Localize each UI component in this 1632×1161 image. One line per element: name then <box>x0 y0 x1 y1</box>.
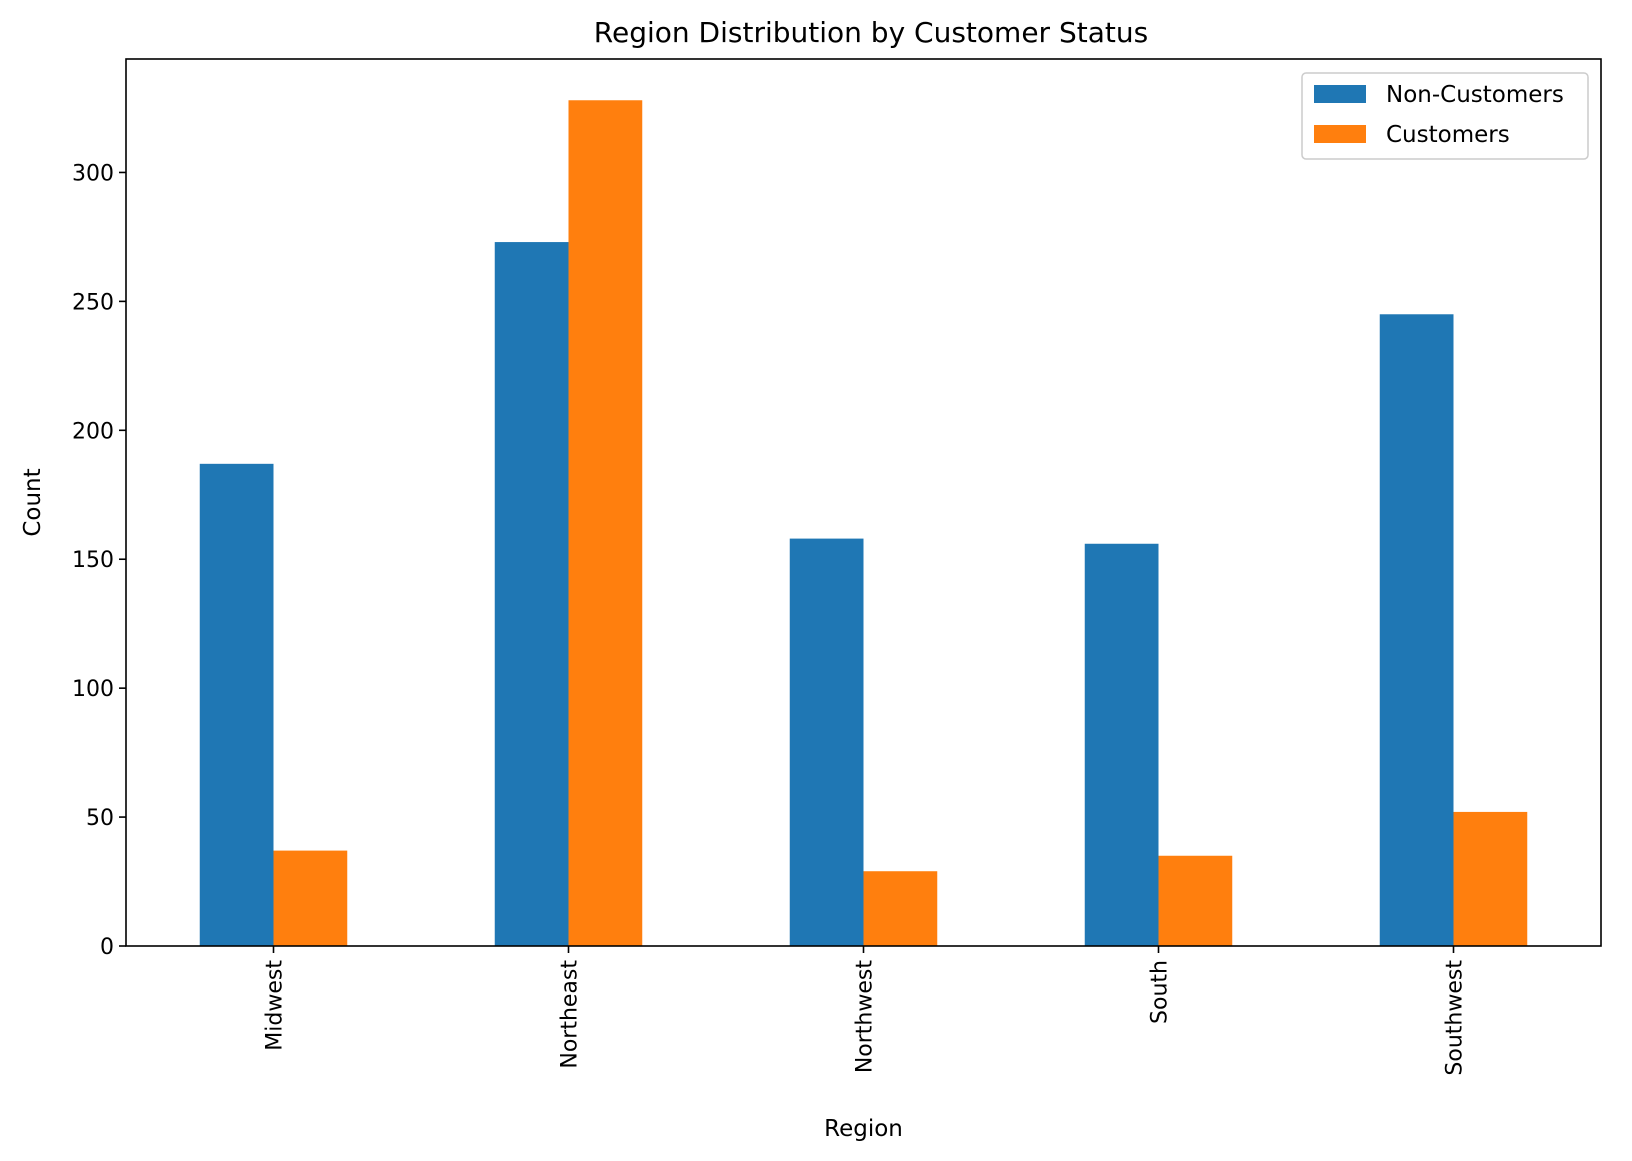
bar-midwest-customers <box>273 850 348 946</box>
x-tick-label: South <box>1148 960 1173 1024</box>
legend-label: Non-Customers <box>1386 82 1564 108</box>
legend-swatch <box>1314 85 1366 103</box>
x-tick-label: Southwest <box>1443 960 1468 1076</box>
bar-south-non-customers <box>1084 543 1159 946</box>
x-tick-label: Midwest <box>263 960 288 1051</box>
y-tick-label: 50 <box>86 806 114 831</box>
y-tick-label: 250 <box>72 290 114 315</box>
x-axis-ticks: Midwest Northeast Northwest South Southwest <box>263 946 1468 1076</box>
bar-northwest-customers <box>863 871 938 946</box>
bar-southwest-non-customers <box>1379 314 1454 946</box>
legend: Non-Customers Customers <box>1301 72 1589 160</box>
bar-northeast-customers <box>568 100 643 947</box>
y-tick-label: 200 <box>72 419 114 444</box>
x-axis-label: Region <box>824 1116 903 1142</box>
bars <box>199 100 1528 947</box>
bar-northeast-non-customers <box>494 242 569 946</box>
x-tick-label: Northeast <box>558 960 583 1069</box>
y-tick-label: 150 <box>72 548 114 573</box>
y-tick-label: 100 <box>72 677 114 702</box>
legend-label: Customers <box>1386 122 1510 148</box>
legend-swatch <box>1314 125 1366 143</box>
x-tick-label: Northwest <box>853 960 878 1074</box>
bar-south-customers <box>1158 855 1233 946</box>
y-axis-ticks: 0 50 100 150 200 250 300 <box>72 161 126 960</box>
y-tick-label: 0 <box>100 935 114 960</box>
y-tick-label: 300 <box>72 161 114 186</box>
bar-southwest-customers <box>1453 811 1528 946</box>
plot-frame <box>125 58 1602 947</box>
bar-northwest-non-customers <box>789 538 864 946</box>
bar-midwest-non-customers <box>199 463 274 946</box>
y-axis-label: Count <box>20 468 46 536</box>
legend-box <box>1301 72 1589 160</box>
chart-title: Region Distribution by Customer Status <box>594 16 1148 49</box>
